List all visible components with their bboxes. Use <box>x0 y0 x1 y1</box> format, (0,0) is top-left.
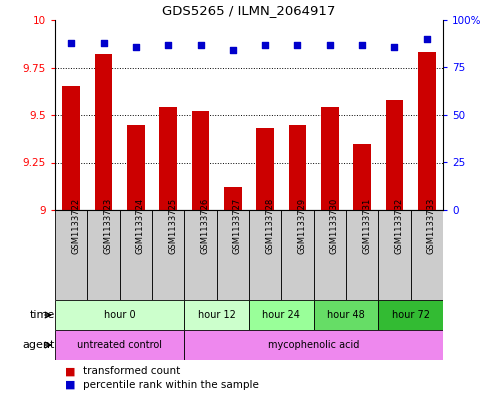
Bar <box>385 100 403 210</box>
Text: GSM1133727: GSM1133727 <box>233 198 242 254</box>
FancyBboxPatch shape <box>120 210 152 300</box>
Point <box>423 36 431 42</box>
Bar <box>192 111 210 210</box>
FancyBboxPatch shape <box>87 210 120 300</box>
Point <box>132 44 140 50</box>
Text: GSM1133729: GSM1133729 <box>298 198 307 254</box>
Bar <box>224 187 242 210</box>
Text: hour 72: hour 72 <box>392 310 429 320</box>
FancyBboxPatch shape <box>185 300 249 330</box>
FancyBboxPatch shape <box>378 210 411 300</box>
Point <box>261 42 269 48</box>
Bar <box>95 54 113 210</box>
Text: hour 48: hour 48 <box>327 310 365 320</box>
Text: untreated control: untreated control <box>77 340 162 350</box>
Text: hour 24: hour 24 <box>262 310 300 320</box>
Point <box>326 42 334 48</box>
FancyBboxPatch shape <box>55 330 185 360</box>
Text: ■: ■ <box>65 366 75 376</box>
Text: GSM1133728: GSM1133728 <box>265 198 274 254</box>
Text: GSM1133733: GSM1133733 <box>427 198 436 254</box>
Text: GSM1133725: GSM1133725 <box>168 198 177 254</box>
Bar <box>256 128 274 210</box>
FancyBboxPatch shape <box>378 300 443 330</box>
Text: hour 0: hour 0 <box>104 310 136 320</box>
FancyBboxPatch shape <box>55 300 185 330</box>
Point <box>67 40 75 46</box>
Text: agent: agent <box>23 340 55 350</box>
Text: GSM1133731: GSM1133731 <box>362 198 371 254</box>
FancyBboxPatch shape <box>152 210 185 300</box>
Bar <box>321 107 339 210</box>
Text: GSM1133726: GSM1133726 <box>200 198 210 254</box>
FancyBboxPatch shape <box>313 300 378 330</box>
Text: transformed count: transformed count <box>83 366 180 376</box>
Title: GDS5265 / ILMN_2064917: GDS5265 / ILMN_2064917 <box>162 4 336 17</box>
FancyBboxPatch shape <box>249 210 281 300</box>
Bar <box>353 143 371 210</box>
Point <box>358 42 366 48</box>
Bar <box>127 125 145 210</box>
Point <box>229 47 237 53</box>
FancyBboxPatch shape <box>411 210 443 300</box>
Text: hour 12: hour 12 <box>198 310 236 320</box>
Point <box>99 40 107 46</box>
Point <box>164 42 172 48</box>
Point <box>294 42 301 48</box>
FancyBboxPatch shape <box>249 300 313 330</box>
Text: mycophenolic acid: mycophenolic acid <box>268 340 359 350</box>
Bar <box>159 107 177 210</box>
Bar <box>62 86 80 210</box>
Text: GSM1133730: GSM1133730 <box>330 198 339 254</box>
Text: time: time <box>30 310 55 320</box>
FancyBboxPatch shape <box>55 210 87 300</box>
Bar <box>418 52 436 210</box>
Bar <box>288 125 306 210</box>
Text: GSM1133722: GSM1133722 <box>71 198 80 254</box>
Text: GSM1133732: GSM1133732 <box>395 198 403 254</box>
FancyBboxPatch shape <box>346 210 378 300</box>
Text: percentile rank within the sample: percentile rank within the sample <box>83 380 259 390</box>
FancyBboxPatch shape <box>217 210 249 300</box>
FancyBboxPatch shape <box>313 210 346 300</box>
Point <box>197 42 204 48</box>
Text: GSM1133724: GSM1133724 <box>136 198 145 254</box>
Point <box>391 44 398 50</box>
FancyBboxPatch shape <box>281 210 313 300</box>
FancyBboxPatch shape <box>185 210 217 300</box>
Text: ■: ■ <box>65 380 75 390</box>
Text: GSM1133723: GSM1133723 <box>103 198 113 254</box>
FancyBboxPatch shape <box>185 330 443 360</box>
